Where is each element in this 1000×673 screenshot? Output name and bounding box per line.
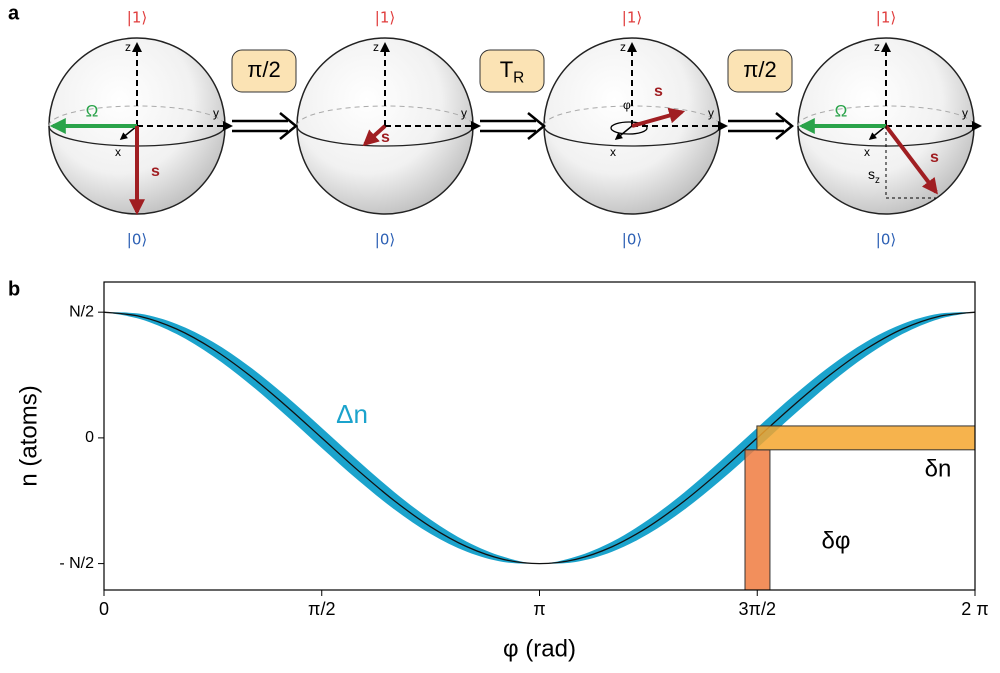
bloch-sphere: |1⟩ |0⟩ z y s [296,9,481,249]
ket-1: |1⟩ [127,9,147,27]
mean-curve [103,311,976,565]
s-label: s [930,149,939,166]
z-label: z [373,40,379,54]
step-box [727,49,793,93]
y-tick-label: 0 [85,429,94,446]
x-axis [614,125,633,140]
noise-band [104,312,975,564]
x-tick-label: 2 π [961,599,988,619]
double-arrow [480,112,546,140]
ket-1: |1⟩ [876,9,896,27]
panel-label: a [8,2,20,24]
step-label-main: π/2 [743,57,777,82]
x-axis-label: φ (rad) [503,635,576,662]
sz-projection [885,126,936,199]
x-tick-label: 3π/2 [739,599,776,619]
s-label: s [654,83,663,100]
x-axis [868,125,887,140]
step-label-main: T [500,57,513,82]
z-label: z [874,40,880,54]
x-label: x [115,145,121,159]
bloch-sphere: |1⟩ |0⟩ z y x φ s [543,9,728,249]
bloch-spheres: |1⟩ |0⟩ z y x Ωs |1⟩ |0⟩ z y s |1⟩ |0⟩ z y x φ s |1⟩ |0⟩ z y x… [48,9,982,249]
s-label: s [151,163,160,180]
equator-front [543,125,721,147]
y-label: y [461,106,467,120]
ket-0: |0⟩ [375,231,395,249]
y-axis-label: n (atoms) [15,385,42,486]
ket-0: |0⟩ [622,231,642,249]
step-label: π/2 [743,57,777,82]
step: π/2 [727,49,794,140]
y-label: y [213,106,219,120]
ket-1: |1⟩ [375,9,395,27]
x-tick-label: π/2 [308,599,335,619]
step-box [479,49,545,93]
panel-label: b [8,278,20,300]
ket-0: |0⟩ [876,231,896,249]
plot: b Δn δn δφ N/2 0 - N/2 0 π/2 π 3π/2 2 π φ (rad) n (at… [8,278,989,662]
double-arrow [728,112,794,140]
sz-label-sub: z [875,174,880,185]
x-label: x [864,145,870,159]
step: TR [479,49,546,140]
s-vector [362,124,387,147]
step-label-sub: R [513,70,524,87]
step: π/2 [231,49,298,140]
band-label: Δn [336,399,368,429]
ket-0: |0⟩ [127,231,147,249]
uncertainty-box [744,449,771,591]
x-label: x [610,145,616,159]
y-label: y [962,106,968,120]
shape-label: δφ [822,527,851,554]
phi-label: φ [623,98,631,112]
x-axis [119,125,138,140]
uncertainty-box [756,425,976,451]
step-label: TR [500,57,525,87]
omega-label: Ω [835,101,848,120]
y-label: y [708,106,714,120]
sz-label: sz [868,166,880,186]
double-arrow [232,112,298,140]
bloch-sphere: |1⟩ |0⟩ z y x Ωs [48,9,233,249]
s-vector [884,124,938,195]
shape-label: δn [925,455,952,482]
z-label: z [125,40,131,54]
s-vector [631,107,686,128]
x-tick-label: π [533,599,545,619]
step-box [231,49,297,93]
x-tick-label: 0 [99,599,109,619]
step-label-main: π/2 [247,57,281,82]
s-label: s [381,129,390,146]
phi-loop [610,121,648,135]
y-tick-label: - N/2 [59,555,94,572]
sz-label-main: s [868,166,875,182]
equator-front [296,125,474,147]
omega-label: Ω [86,101,99,120]
step-label: π/2 [247,57,281,82]
z-label: z [620,40,626,54]
y-tick-label: N/2 [69,303,94,320]
ket-1: |1⟩ [622,9,642,27]
